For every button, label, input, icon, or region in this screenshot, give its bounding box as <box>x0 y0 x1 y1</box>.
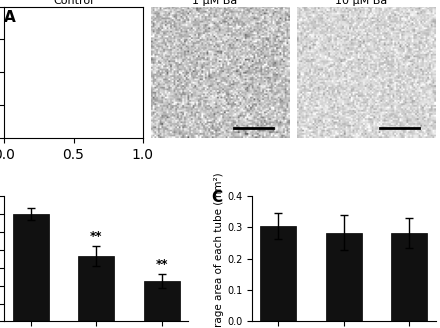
Bar <box>260 226 297 321</box>
Title: Control: Control <box>53 0 94 6</box>
Title: 10 μM Ba²⁺: 10 μM Ba²⁺ <box>335 0 398 6</box>
Text: **: ** <box>155 257 168 271</box>
Y-axis label: Average area of each tube (mm²): Average area of each tube (mm²) <box>214 172 224 328</box>
Bar <box>78 256 114 321</box>
Bar <box>13 214 49 321</box>
Bar <box>326 233 362 321</box>
Text: A: A <box>4 10 16 25</box>
Text: C: C <box>212 190 223 205</box>
Text: **: ** <box>90 230 103 243</box>
Bar <box>143 281 180 321</box>
Bar <box>391 233 427 321</box>
Title: 1 μM Ba²⁺: 1 μM Ba²⁺ <box>192 0 248 6</box>
